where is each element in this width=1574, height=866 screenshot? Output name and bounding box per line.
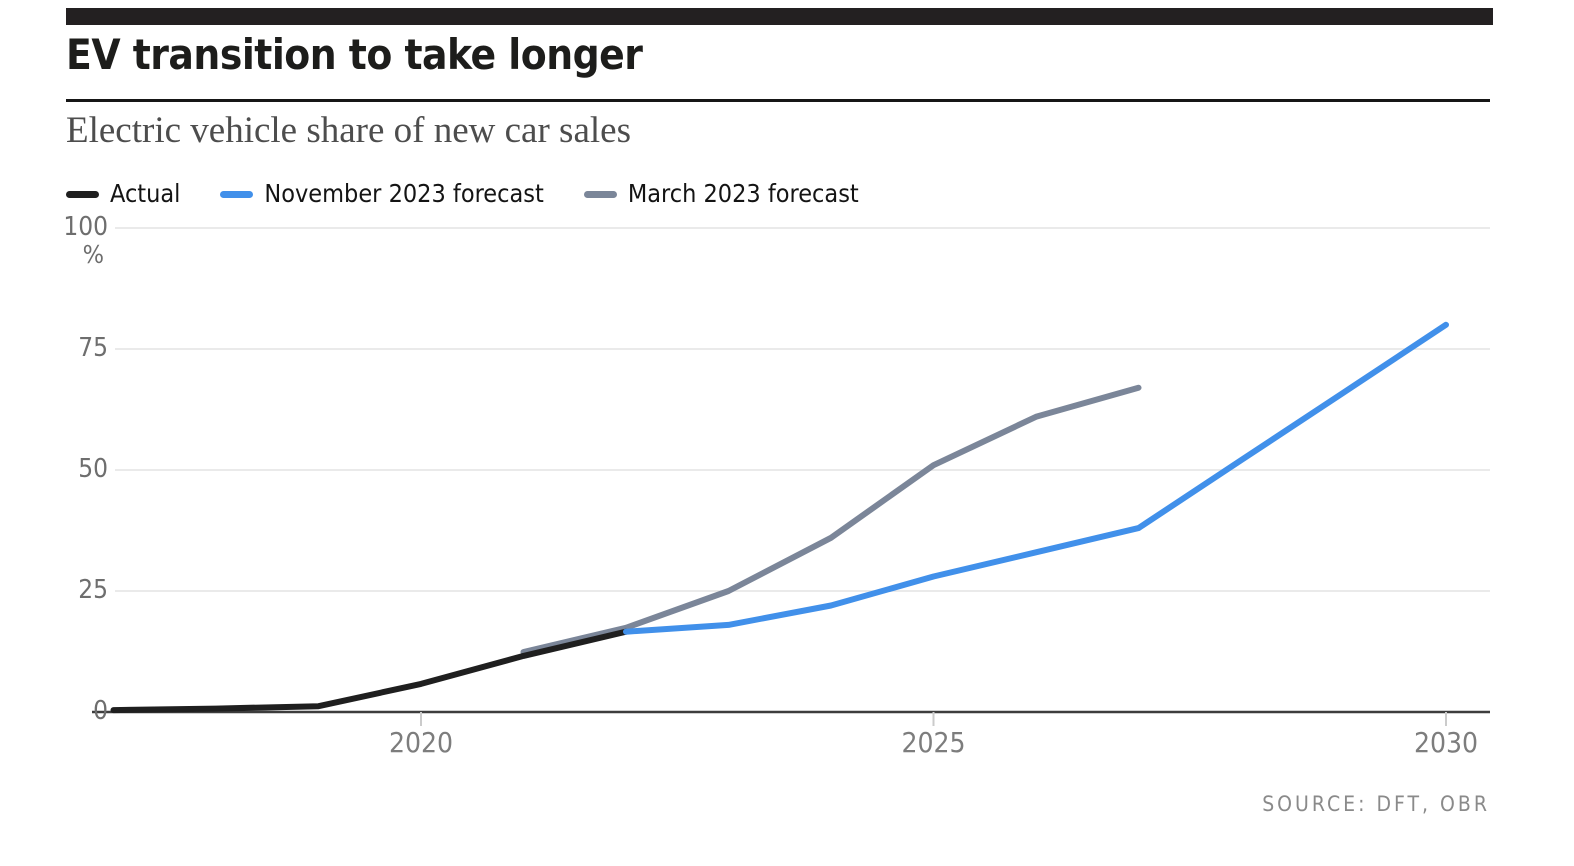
x-axis-tick-label-2025: 2025: [901, 726, 966, 759]
legend-label: November 2023 forecast: [264, 179, 544, 208]
y-axis-tick-label-25: 25: [78, 575, 108, 605]
legend-label: Actual: [110, 179, 181, 208]
page-title: EV transition to take longer: [66, 30, 643, 79]
y-axis-tick-label-75: 75: [78, 333, 108, 363]
legend-swatch-icon: [220, 190, 254, 198]
chart-legend: Actual November 2023 forecast March 2023 f…: [66, 180, 859, 208]
legend-swatch-icon: [583, 190, 617, 198]
legend-item-march-2023-forecast: March 2023 forecast: [583, 179, 859, 208]
y-axis-tick-label-0: 0: [93, 696, 108, 726]
series-line-march-2023-forecast: [520, 384, 1142, 655]
legend-item-november-2023-forecast: November 2023 forecast: [220, 179, 544, 208]
top-accent-bar: [66, 8, 1493, 25]
series-line-actual: [110, 628, 629, 714]
y-axis-tick-label-50: 50: [78, 454, 108, 484]
title-divider: [66, 99, 1490, 102]
legend-label: March 2023 forecast: [627, 179, 859, 208]
legend-swatch-icon: [66, 190, 99, 198]
line-chart-canvas: [92, 227, 1490, 726]
legend-item-actual: Actual: [66, 180, 180, 208]
series-line-november-2023-forecast: [623, 321, 1449, 635]
y-axis-unit-label: %: [82, 240, 104, 269]
y-axis-tick-label-100: 100: [63, 212, 108, 242]
x-axis-tick-label-2030: 2030: [1413, 726, 1479, 759]
chart-subtitle: Electric vehicle share of new car sales: [66, 110, 631, 151]
source-note: SOURCE: DFT, OBR: [1262, 792, 1490, 816]
x-axis-tick-label-2020: 2020: [388, 726, 454, 759]
